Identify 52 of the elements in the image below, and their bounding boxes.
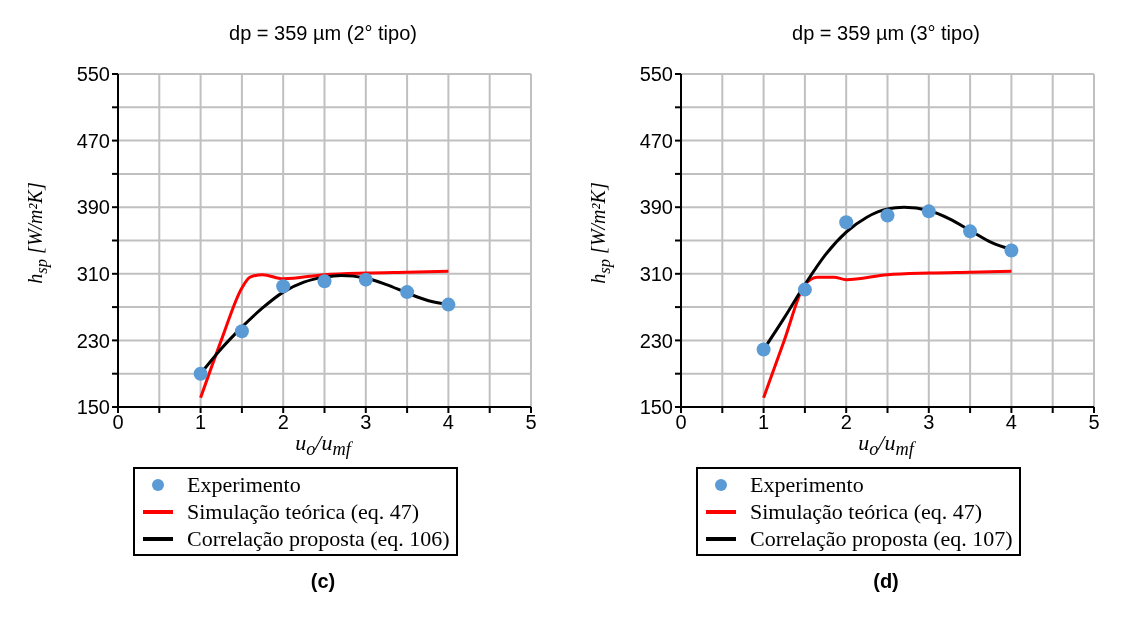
y-tick-label: 150 bbox=[76, 396, 110, 419]
x-tick-label: 3 bbox=[923, 411, 935, 434]
point bbox=[839, 215, 854, 230]
point bbox=[921, 204, 936, 219]
line-series bbox=[762, 269, 1013, 400]
legend-label: Correlação proposta (eq. 106) bbox=[187, 525, 450, 552]
y-tick-label: 390 bbox=[76, 196, 110, 219]
point bbox=[234, 324, 249, 339]
x-tick-label: 1 bbox=[195, 411, 207, 434]
y-tick-label: 470 bbox=[76, 129, 110, 152]
y-tick-label: 310 bbox=[639, 262, 673, 285]
text: (d) bbox=[872, 570, 900, 593]
x-tick-label: 2 bbox=[840, 411, 852, 434]
y-tick-label: 550 bbox=[639, 63, 673, 86]
y-tick-label: 230 bbox=[639, 329, 673, 352]
point bbox=[441, 297, 456, 312]
y-tick-label: 230 bbox=[76, 329, 110, 352]
point bbox=[880, 208, 895, 223]
x-tick-label: 0 bbox=[112, 411, 124, 434]
y-tick-label: 390 bbox=[639, 196, 673, 219]
chart-title: dp = 359 µm (3° tipo) bbox=[791, 22, 981, 45]
x-tick-label: 2 bbox=[277, 411, 289, 434]
line-series bbox=[199, 269, 450, 400]
x-tick-label: 3 bbox=[360, 411, 372, 434]
y-tick-label: 550 bbox=[76, 63, 110, 86]
legend-label: Simulação teórica (eq. 47) bbox=[187, 498, 420, 525]
legend-label: Experimento bbox=[750, 471, 864, 498]
x-tick-label: 1 bbox=[758, 411, 770, 434]
point bbox=[317, 274, 332, 289]
point bbox=[756, 342, 771, 357]
x-tick-label: 5 bbox=[1088, 411, 1100, 434]
legend-label: Simulação teórica (eq. 47) bbox=[750, 498, 983, 525]
x-axis-title: u$_{o}$/u$_{mf}$ bbox=[295, 430, 351, 460]
point bbox=[276, 279, 291, 294]
x-tick-label: 4 bbox=[1005, 411, 1017, 434]
legend-label: Experimento bbox=[187, 471, 301, 498]
y-tick-label: 310 bbox=[76, 262, 110, 285]
chart-title: dp = 359 µm (2° tipo) bbox=[228, 22, 418, 45]
legend-label: Correlação proposta (eq. 107) bbox=[750, 525, 1013, 552]
x-tick-label: 4 bbox=[442, 411, 454, 434]
point bbox=[963, 224, 978, 239]
point bbox=[797, 282, 812, 297]
y-tick-label: 470 bbox=[639, 129, 673, 152]
point bbox=[358, 272, 373, 287]
text: (c) bbox=[309, 570, 337, 593]
point bbox=[1004, 243, 1019, 258]
point bbox=[193, 366, 208, 381]
x-tick-label: 5 bbox=[525, 411, 537, 434]
y-tick-label: 150 bbox=[639, 396, 673, 419]
point bbox=[400, 285, 415, 300]
x-tick-label: 0 bbox=[675, 411, 687, 434]
x-axis-title: u$_{o}$/u$_{mf}$ bbox=[858, 430, 914, 460]
